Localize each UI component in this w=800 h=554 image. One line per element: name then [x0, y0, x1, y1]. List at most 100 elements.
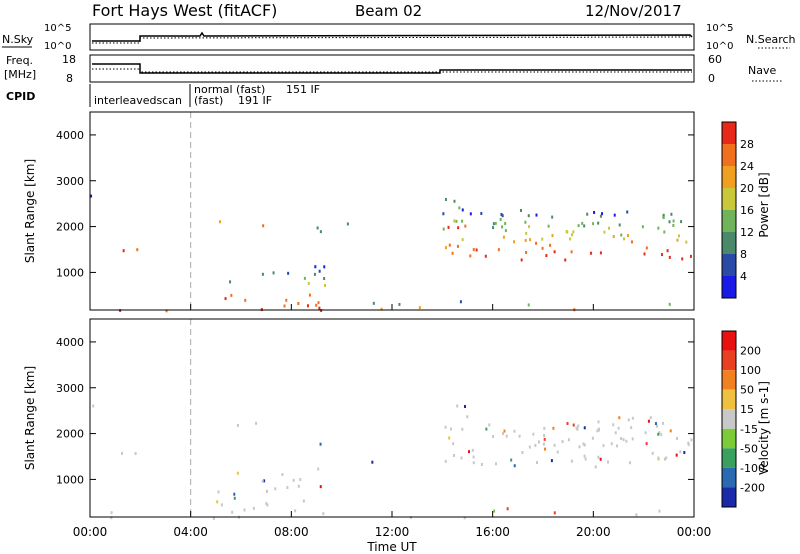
- data-cell: [647, 419, 650, 423]
- data-cell: [322, 512, 325, 516]
- data-cell: [418, 306, 421, 310]
- data-cell: [537, 440, 540, 444]
- data-cell: [625, 439, 628, 443]
- data-cell: [216, 500, 219, 504]
- data-cell: [660, 253, 663, 257]
- data-cell: [681, 257, 684, 261]
- data-cell: [626, 233, 629, 237]
- data-cell: [551, 234, 554, 238]
- data-cell: [550, 459, 553, 463]
- cpid-2a: normal (fast): [194, 83, 265, 96]
- freq-tick-high: 18: [62, 53, 76, 66]
- colorbar-segment: [722, 331, 736, 351]
- data-cell: [584, 457, 587, 461]
- data-cell: [651, 451, 654, 455]
- freq-label-1: Freq.: [6, 54, 33, 67]
- data-cell: [165, 309, 168, 313]
- data-cell: [323, 265, 326, 269]
- data-cell: [525, 231, 528, 235]
- data-cell: [503, 429, 506, 433]
- data-cell: [495, 462, 498, 466]
- data-cell: [480, 462, 483, 466]
- data-cell: [586, 212, 589, 216]
- data-cell: [596, 429, 599, 433]
- xtick-label: 00:00: [677, 525, 712, 539]
- colorbar-segment: [722, 210, 736, 232]
- data-cell: [318, 306, 321, 310]
- data-cell: [497, 248, 500, 252]
- data-cell: [655, 424, 658, 428]
- data-cell: [316, 226, 319, 230]
- ytick-label: 2000: [56, 428, 84, 441]
- data-cell: [599, 214, 602, 218]
- data-cell: [451, 251, 454, 255]
- data-cell: [597, 221, 600, 225]
- data-cell: [468, 450, 471, 454]
- data-cell: [608, 226, 611, 230]
- data-cell: [121, 451, 124, 455]
- data-cell: [283, 304, 286, 308]
- data-cell: [520, 258, 523, 262]
- data-cell: [485, 427, 488, 431]
- colorbar-tick-label: 8: [740, 248, 747, 261]
- data-cell: [119, 309, 122, 313]
- data-cell: [532, 432, 535, 436]
- colorbar-segment: [722, 487, 736, 507]
- data-cell: [372, 301, 375, 305]
- data-cell: [687, 443, 690, 447]
- velocity-colorbar-label: Velocity [m s-1]: [757, 381, 771, 475]
- data-cell: [685, 240, 688, 244]
- data-cell: [461, 208, 464, 212]
- data-cell: [398, 302, 401, 306]
- data-cell: [492, 222, 495, 226]
- noise-strip-frame: [89, 23, 695, 51]
- colorbar-segment: [722, 276, 736, 298]
- xtick-label: 08:00: [274, 525, 309, 539]
- cpid-3a: (fast): [194, 94, 223, 107]
- freq-tick-low: 8: [66, 72, 73, 85]
- data-cell: [610, 442, 613, 446]
- data-cell: [493, 509, 496, 513]
- data-cell: [654, 422, 657, 426]
- data-cell: [618, 416, 621, 420]
- power-panel: 4000 3000 2000 1000: [56, 112, 694, 313]
- data-cell: [444, 197, 447, 201]
- data-cell: [472, 248, 475, 252]
- colorbar-tick-label: 4: [740, 270, 747, 283]
- data-cell: [266, 503, 269, 507]
- data-cell: [675, 453, 678, 457]
- ytick-label: 1000: [56, 266, 84, 279]
- data-cell: [469, 212, 472, 216]
- data-cell: [297, 301, 300, 305]
- data-cell: [527, 303, 530, 307]
- colorbar-tick-label: 16: [740, 204, 754, 217]
- data-cell: [243, 508, 246, 512]
- nave-label: Nave: [748, 64, 776, 77]
- cpid-1: interleavedscan: [94, 94, 182, 107]
- data-cell: [262, 224, 265, 228]
- data-cell: [303, 276, 306, 280]
- data-cell: [594, 465, 597, 469]
- data-cell: [233, 496, 236, 500]
- xtick-label: 12:00: [375, 525, 410, 539]
- data-cell: [527, 214, 530, 218]
- data-cell: [252, 506, 255, 510]
- ytick-label: 1000: [56, 473, 84, 486]
- data-cell: [506, 507, 509, 511]
- data-cell: [566, 421, 569, 425]
- data-cell: [323, 283, 326, 287]
- data-cell: [461, 427, 464, 431]
- data-cell: [519, 208, 522, 212]
- data-cell: [110, 511, 113, 515]
- data-cell: [658, 509, 661, 513]
- velocity-ylabel: Slant Range [km]: [23, 366, 37, 470]
- data-cell: [261, 479, 264, 483]
- data-cell: [620, 233, 623, 237]
- data-cell: [455, 219, 458, 223]
- freq-strip-frame: [89, 54, 695, 83]
- data-cell: [545, 254, 548, 258]
- data-cell: [525, 250, 528, 254]
- data-cell: [660, 433, 663, 437]
- data-cell: [602, 444, 605, 448]
- data-cell: [306, 304, 309, 308]
